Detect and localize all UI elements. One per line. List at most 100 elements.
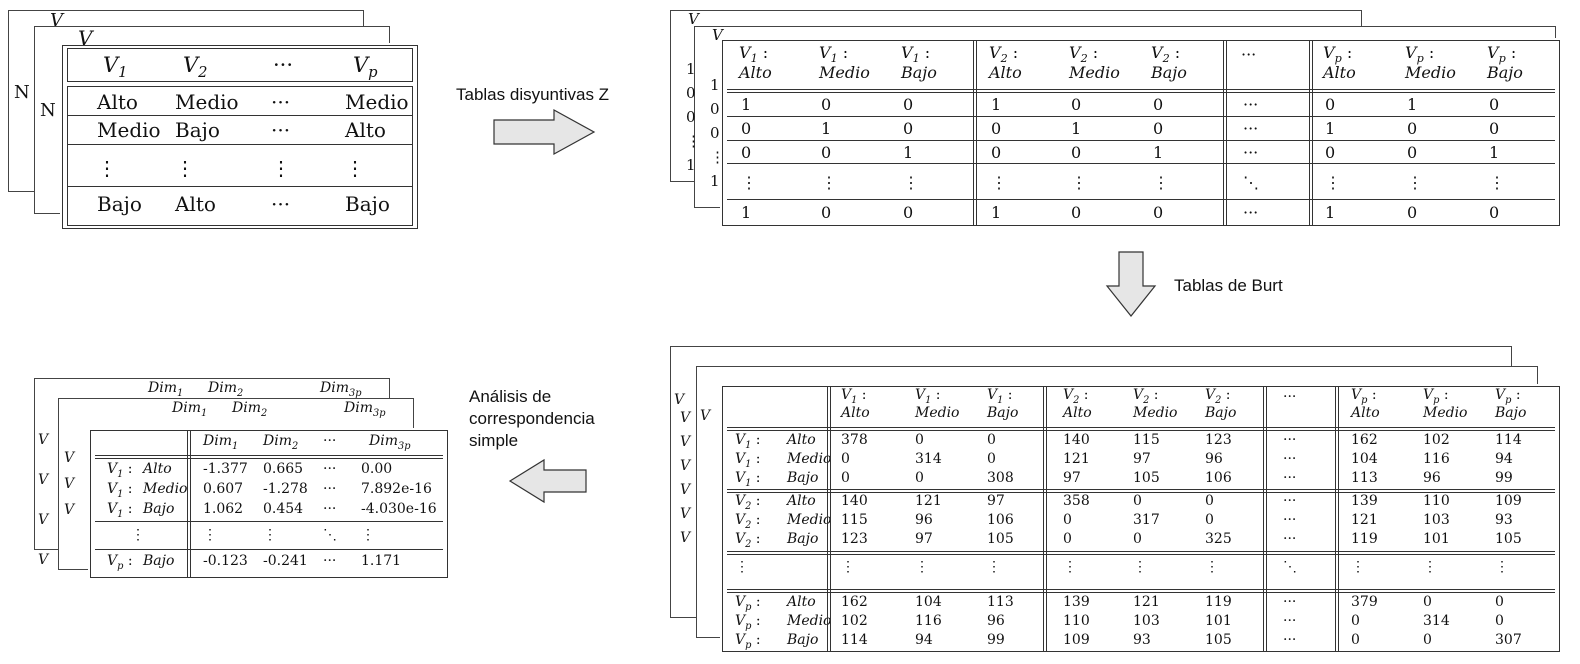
table-cell: 1.062 [203,501,244,517]
table-cell: 0 [903,95,914,114]
table-cell: -0.241 [263,553,308,569]
row-divider [727,592,1555,593]
row-label: ⋮ [735,559,749,575]
table-cell: ⋮ [1205,559,1219,575]
stacked-cell-fragment: 1 [710,76,720,94]
table-cell: 119 [1351,531,1378,547]
double-divider [1263,387,1267,651]
table-cell: ··· [1283,451,1297,467]
table-cell: 1 [1407,95,1418,114]
table-cell: 114 [1495,432,1522,448]
table-cell: 109 [1495,493,1522,509]
table-cell: -0.123 [203,553,248,569]
row-label-level: Medio [143,481,188,497]
table-cell: 0 [915,470,924,486]
stacked-cell-fragment: V [680,410,691,426]
stacked-header-fragment: Dim2 [232,400,268,419]
table-cell: 0 [1153,95,1164,114]
row-divider [67,144,413,145]
table-cell: 103 [1423,512,1450,528]
table-cell: 1 [1325,203,1336,222]
table-cell: 96 [1205,451,1223,467]
table-cell: 0 [1153,203,1164,222]
stacked-cell-fragment: V [680,458,691,474]
stacked-cell-fragment: ⋮ [710,148,725,166]
stacked-header-fragment: V [688,10,699,28]
column-header-level: Medio [819,63,870,82]
row-label: V1 : [735,432,761,451]
table-cell: ⋮ [903,173,919,192]
column-header-level: Medio [1133,405,1178,421]
column-header-level: Bajo [901,63,937,82]
stacked-cell-fragment: V [680,434,691,450]
burt-table: V1 : Alto V1 : Medio V1 : Bajo V2 : Alto V2 : Med… [722,386,1560,652]
table-cell: 1 [1489,143,1500,162]
table-cell: 110 [1423,493,1450,509]
table-cell: ⋮ [263,527,277,543]
table-cell: 96 [987,613,1005,629]
column-header-level: Medio [1405,63,1456,82]
table-cell: Medio [175,90,239,114]
table-cell: ··· [323,501,337,517]
table-cell: -1.278 [263,481,308,497]
table-cell: Alto [97,90,138,114]
column-header: Vp : [1405,43,1435,66]
disjunctive-table: V1 : Alto V1 : Medio V1 : Bajo V2 : Alto V2 : Med… [722,40,1560,226]
column-header: V2 : [1151,43,1181,66]
table-cell: 93 [1495,512,1513,528]
table-cell: 139 [1351,493,1378,509]
table-cell: 325 [1205,531,1232,547]
table-cell: 0 [1063,531,1072,547]
table-cell: -4.030e-16 [361,501,437,517]
table-cell: 113 [1351,470,1378,486]
column-header: Vp [353,53,378,82]
table-cell: 110 [1063,613,1090,629]
column-header: V1 : [915,387,941,406]
stacked-header-fragment: Dim3p [320,380,362,399]
table-cell: 119 [1205,594,1232,610]
column-header: V2 : [1063,387,1089,406]
column-header: ··· [1283,389,1297,405]
table-cell: 0.607 [203,481,244,497]
table-cell: 96 [915,512,933,528]
stacked-cell-fragment: ⋮ [686,132,701,150]
table-cell: ⋮ [1133,559,1147,575]
stacked-cell-fragment: 0 [710,100,720,118]
stacked-cell-fragment: V [38,512,49,528]
table-cell: ⋮ [1423,559,1437,575]
table-cell: 162 [1351,432,1378,448]
stacked-header-fragment: V [78,26,93,50]
stacked-cell-fragment: V [680,482,691,498]
table-cell: 1 [991,203,1002,222]
table-cell: ⋮ [1351,559,1365,575]
table-cell: ⋮ [175,156,195,180]
table-cell: 106 [987,512,1014,528]
double-divider [1043,387,1047,651]
table-cell: 115 [841,512,868,528]
table-cell: 1 [1071,119,1082,138]
table-cell: Medio [345,90,409,114]
table-cell: 1.171 [361,553,402,569]
table-cell: 307 [1495,632,1522,648]
column-header-level: Alto [1351,405,1380,421]
table-body [67,86,413,226]
table-cell: ··· [271,192,291,216]
table-cell: -1.377 [203,461,248,477]
table-cell: 0.454 [263,501,304,517]
table-cell: 162 [841,594,868,610]
table-cell: 140 [1063,432,1090,448]
row-divider [727,140,1555,141]
double-divider [827,387,831,651]
row-label: Vp : [735,613,761,632]
stacked-cell-fragment: V [680,506,691,522]
table-cell: Alto [345,118,386,142]
column-header: Vp : [1423,387,1449,406]
column-header-level: Medio [1423,405,1468,421]
row-label: V2 : [735,531,761,550]
table-cell: 0 [1205,512,1214,528]
column-header: V1 : [901,43,931,66]
stacked-cell-fragment: V [64,450,75,466]
step-label-disjunctive: Tablas disyuntivas Z [456,85,610,104]
table-cell: 99 [1495,470,1513,486]
table-cell: 0 [1071,95,1082,114]
